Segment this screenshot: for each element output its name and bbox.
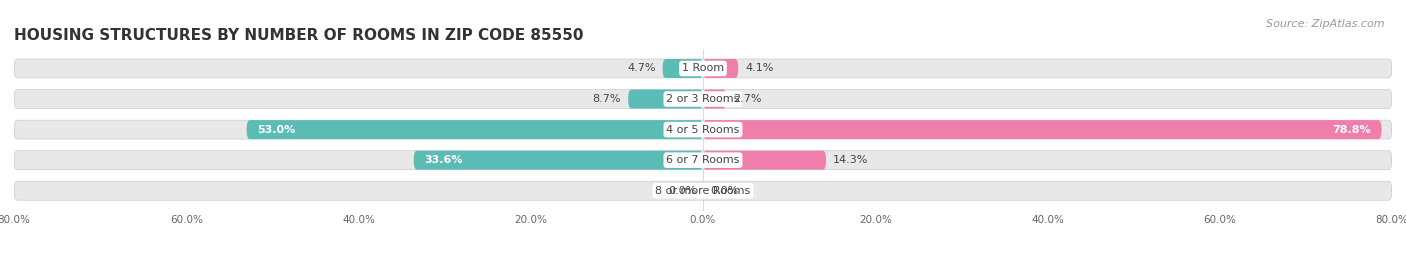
Text: Source: ZipAtlas.com: Source: ZipAtlas.com bbox=[1267, 19, 1385, 29]
FancyBboxPatch shape bbox=[703, 59, 738, 78]
FancyBboxPatch shape bbox=[703, 120, 1382, 139]
FancyBboxPatch shape bbox=[246, 120, 703, 139]
Legend: Owner-occupied, Renter-occupied: Owner-occupied, Renter-occupied bbox=[572, 266, 834, 270]
Text: 2 or 3 Rooms: 2 or 3 Rooms bbox=[666, 94, 740, 104]
Text: 2.7%: 2.7% bbox=[733, 94, 762, 104]
Text: 0.0%: 0.0% bbox=[710, 186, 738, 196]
FancyBboxPatch shape bbox=[703, 151, 827, 170]
Text: 78.8%: 78.8% bbox=[1333, 124, 1371, 135]
Text: 53.0%: 53.0% bbox=[257, 124, 295, 135]
Text: 1 Room: 1 Room bbox=[682, 63, 724, 73]
FancyBboxPatch shape bbox=[703, 90, 727, 109]
FancyBboxPatch shape bbox=[662, 59, 703, 78]
FancyBboxPatch shape bbox=[628, 90, 703, 109]
Text: 0.0%: 0.0% bbox=[668, 186, 696, 196]
FancyBboxPatch shape bbox=[14, 90, 1392, 109]
Text: 8.7%: 8.7% bbox=[593, 94, 621, 104]
FancyBboxPatch shape bbox=[14, 59, 1392, 78]
FancyBboxPatch shape bbox=[14, 181, 1392, 200]
Text: 14.3%: 14.3% bbox=[832, 155, 869, 165]
Text: 4.7%: 4.7% bbox=[627, 63, 655, 73]
Text: HOUSING STRUCTURES BY NUMBER OF ROOMS IN ZIP CODE 85550: HOUSING STRUCTURES BY NUMBER OF ROOMS IN… bbox=[14, 28, 583, 43]
FancyBboxPatch shape bbox=[413, 151, 703, 170]
FancyBboxPatch shape bbox=[14, 151, 1392, 170]
Text: 4 or 5 Rooms: 4 or 5 Rooms bbox=[666, 124, 740, 135]
Text: 8 or more Rooms: 8 or more Rooms bbox=[655, 186, 751, 196]
Text: 33.6%: 33.6% bbox=[425, 155, 463, 165]
FancyBboxPatch shape bbox=[14, 120, 1392, 139]
Text: 6 or 7 Rooms: 6 or 7 Rooms bbox=[666, 155, 740, 165]
Text: 4.1%: 4.1% bbox=[745, 63, 773, 73]
